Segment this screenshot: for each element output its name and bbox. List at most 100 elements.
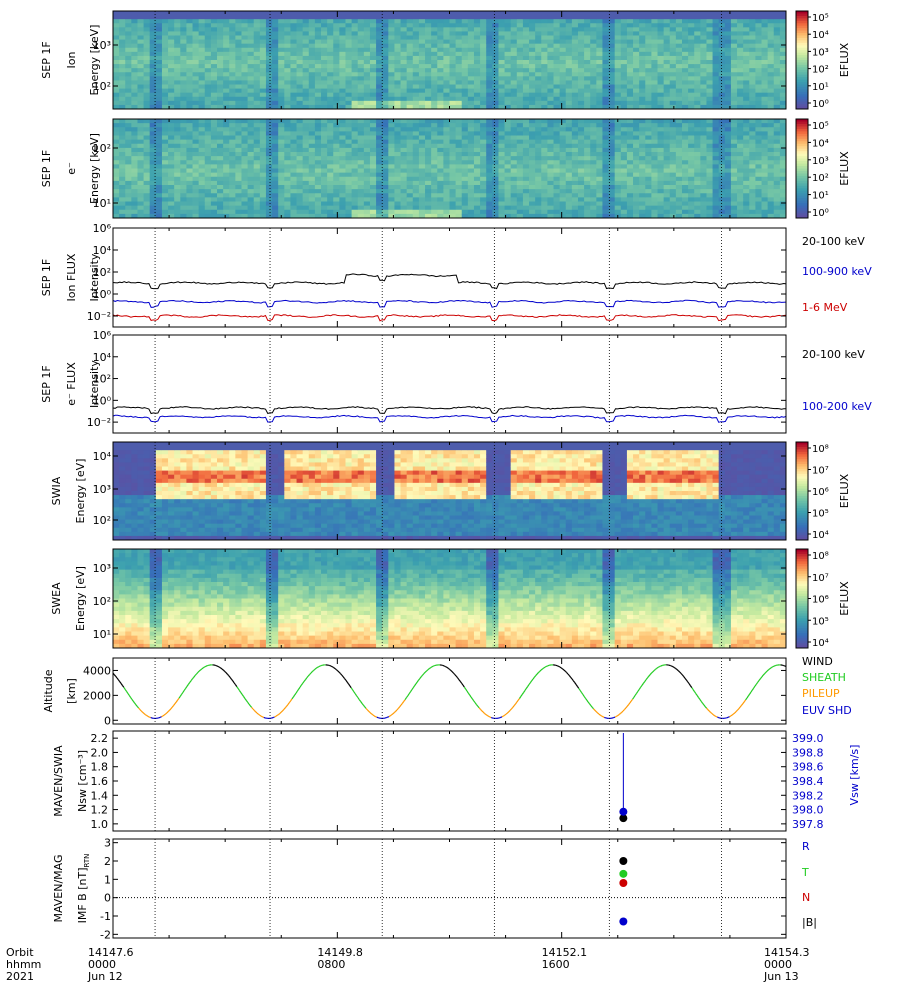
sep-e-energy-cell — [192, 143, 200, 149]
sep-ion-energy-cell — [223, 60, 230, 65]
sep-ion-energy-cell — [333, 23, 340, 28]
sep-ion-energy-cell — [345, 19, 353, 24]
sep-ion-energy-cell — [571, 100, 579, 106]
sep-e-energy-cell — [186, 185, 193, 190]
sep-ion-energy-cell — [217, 43, 224, 49]
sep-e-energy-cell — [186, 119, 193, 124]
sep-ion-energy-cell — [278, 88, 285, 94]
sep-e-energy-cell — [143, 176, 151, 182]
sep-ion-energy-cell — [394, 23, 401, 28]
sep-e-energy-cell — [559, 156, 567, 161]
sep-e-energy-cell — [504, 164, 512, 169]
sep-e-energy-cell — [131, 189, 138, 194]
sep-ion-energy-cell — [125, 80, 132, 85]
sep-e-energy-cell — [584, 172, 591, 178]
sep-e-energy-cell — [596, 147, 603, 153]
sep-e-energy-cell — [302, 180, 310, 186]
sep-ion-energy-cell — [137, 31, 144, 36]
sep-ion-energy-cell — [681, 104, 689, 110]
sep-ion-energy-cell — [633, 55, 640, 61]
sep-ion-energy-cell — [620, 55, 628, 61]
sep-ion-energy-cell — [541, 15, 548, 20]
sep-ion-energy-cell — [125, 39, 132, 45]
sep-ion-energy-cell — [767, 64, 775, 69]
sep-e-energy-cell — [272, 209, 279, 215]
sep-ion-energy-cell — [614, 100, 622, 106]
sep-ion-energy-cell — [327, 68, 334, 73]
sep-ion-energy-cell — [516, 68, 524, 73]
sep-e-energy-cell — [302, 147, 310, 153]
sep-e-energy-cell — [119, 143, 126, 149]
sep-ion-energy-cell — [737, 27, 744, 32]
sep-ion-energy-cell — [553, 51, 561, 57]
sep-ion-energy-cell — [706, 104, 713, 110]
sep-ion-energy-cell — [351, 92, 359, 98]
sep-e-energy-cell — [357, 164, 365, 169]
sep-ion-energy-cell — [663, 100, 671, 106]
sep-ion-energy-cell — [125, 96, 132, 102]
sep-e-energy-cell — [204, 143, 212, 149]
sep-e-energy-cell — [541, 164, 548, 169]
sep-ion-energy-cell — [302, 96, 310, 102]
sep-e-energy-cell — [192, 135, 200, 141]
sep-e-energy-cell — [131, 180, 138, 186]
sep-ion-energy-cell — [351, 15, 359, 20]
sep-ion-energy-cell — [149, 27, 157, 32]
sep-e-energy-cell — [113, 180, 120, 186]
sep-e-energy-cell — [321, 193, 328, 198]
sep-ion-energy-cell — [443, 31, 450, 36]
sep-e-energy-cell — [284, 180, 291, 186]
sep-ion-energy-cell — [749, 80, 756, 85]
sep-e-energy-cell — [119, 185, 126, 190]
sep-e-energy-cell — [284, 168, 291, 174]
sep-e-energy-cell — [480, 205, 487, 211]
sep-ion-energy-cell — [351, 76, 359, 81]
sep-e-energy-cell — [363, 164, 371, 169]
sep-e-energy-cell — [198, 201, 206, 207]
sep-e-energy-cell — [229, 213, 236, 219]
sep-e-energy-cell — [541, 119, 548, 124]
sep-ion-energy-cell — [369, 39, 377, 45]
sep-e-energy-cell — [161, 152, 169, 157]
sep-e-energy-cell — [180, 213, 187, 219]
sep-ion-energy-cell — [620, 96, 628, 102]
sep-e-energy-cell — [431, 197, 438, 202]
sep-ion-energy-cell — [681, 92, 689, 98]
sep-e-energy-cell — [125, 168, 132, 174]
sep-ion-energy-cell — [584, 96, 591, 102]
sep-e-energy-cell — [223, 127, 230, 132]
sep-e-energy-cell — [633, 209, 640, 215]
sep-ion-energy-cell — [688, 92, 695, 98]
sep-e-energy-cell — [339, 213, 346, 219]
sep-e-energy-cell — [565, 131, 573, 136]
sep-ion-energy-cell — [400, 11, 408, 16]
sep-e-energy-cell — [529, 193, 536, 198]
sep-e-energy-cell — [633, 152, 640, 157]
sep-ion-energy-cell — [192, 39, 200, 45]
sep-ion-energy-cell — [400, 47, 408, 53]
sep-ion-energy-cell — [272, 47, 279, 53]
sep-ion-energy-cell — [382, 43, 389, 49]
sep-ion-energy-cell — [553, 23, 561, 28]
sep-e-energy-cell — [651, 172, 658, 178]
sep-e-energy-cell — [510, 152, 518, 157]
sep-ion-energy-cell — [461, 51, 469, 57]
sep-ion-energy-cell — [529, 39, 536, 45]
sep-e-energy-cell — [675, 197, 683, 202]
sep-e-energy-cell — [461, 152, 469, 157]
sep-ion-energy-cell — [749, 72, 756, 77]
sep-e-energy-cell — [400, 185, 408, 190]
sep-ion-energy-cell — [498, 55, 505, 61]
sep-e-energy-cell — [553, 185, 561, 190]
sep-ion-energy-cell — [223, 35, 230, 40]
sep-e-energy-cell — [376, 172, 383, 178]
sep-ion-energy-cell — [259, 64, 267, 69]
sep-ion-energy-colorbar-cell — [796, 57, 808, 61]
sep-e-energy-cell — [412, 205, 420, 211]
sep-ion-energy-cell — [155, 104, 163, 110]
sep-ion-energy-cell — [779, 80, 787, 85]
sep-ion-energy-cell — [620, 64, 628, 69]
sep-ion-energy-cell — [761, 92, 769, 98]
sep-ion-energy-cell — [333, 39, 340, 45]
sep-ion-energy-cell — [168, 68, 175, 73]
